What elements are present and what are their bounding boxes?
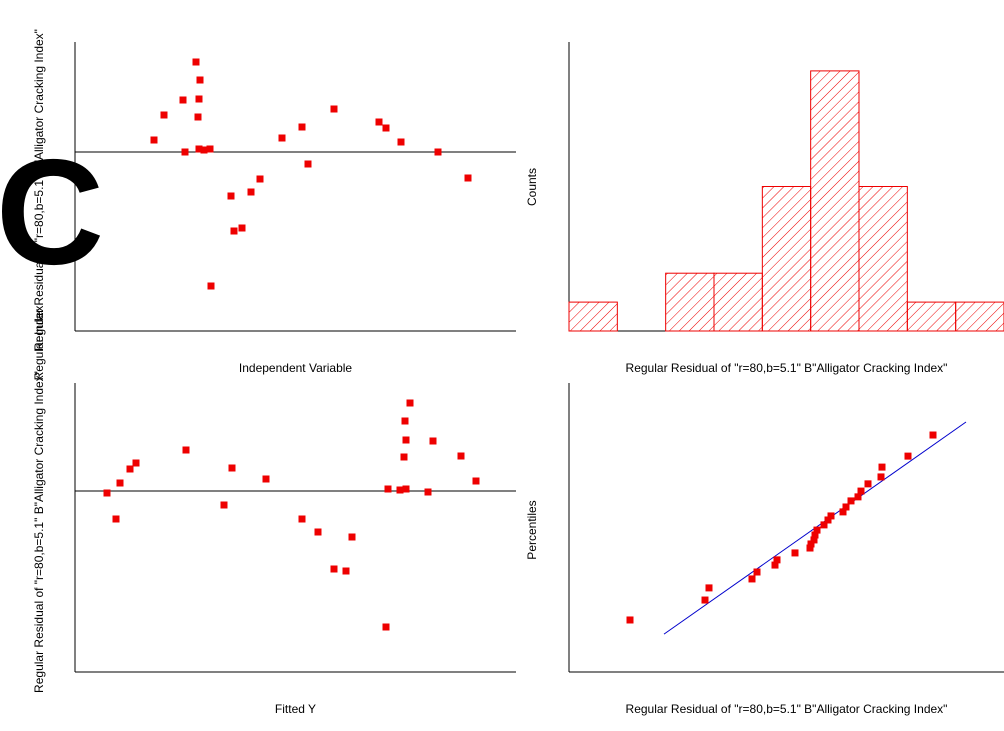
point [877, 473, 885, 481]
point [160, 111, 168, 119]
point [304, 160, 312, 168]
y-axis-label-overlap: Regular Index [32, 306, 46, 381]
point [929, 431, 937, 439]
point [773, 556, 781, 564]
histogram-bar [665, 272, 715, 332]
point [847, 497, 855, 505]
histogram-bar [955, 301, 1004, 332]
point [330, 105, 338, 113]
point [472, 477, 480, 485]
y-axis-label: Percentiles [525, 500, 539, 559]
point [402, 436, 410, 444]
point [192, 58, 200, 66]
point [116, 479, 124, 487]
x-axis-label: Regular Residual of "r=80,b=5.1" B"Allig… [626, 361, 948, 375]
point [753, 568, 761, 576]
y-axis-label: Counts [525, 168, 539, 206]
point [206, 145, 214, 153]
point [132, 459, 140, 467]
point [626, 616, 634, 624]
point [748, 575, 756, 583]
point [878, 463, 886, 471]
point [811, 531, 819, 539]
point [813, 526, 821, 534]
point [194, 113, 202, 121]
point [429, 437, 437, 445]
histogram-bar [906, 301, 957, 332]
point [820, 521, 828, 529]
overlay-glyph: C [0, 128, 104, 296]
point [181, 148, 189, 156]
point [256, 175, 264, 183]
histogram-bar [810, 70, 860, 332]
point [854, 493, 862, 501]
point [228, 464, 236, 472]
point [220, 501, 228, 509]
point [207, 282, 215, 290]
point [807, 540, 815, 548]
x-axis-label: Fitted Y [275, 702, 316, 716]
point [112, 515, 120, 523]
point [342, 567, 350, 575]
point [457, 452, 465, 460]
point [298, 123, 306, 131]
point [904, 452, 912, 460]
point [150, 136, 158, 144]
point [262, 475, 270, 483]
point [384, 485, 392, 493]
point [827, 512, 835, 520]
y-axis-label: Regular Residual of "r=80,b=5.1" B"Allig… [32, 29, 46, 351]
point [839, 508, 847, 516]
point [402, 485, 410, 493]
point [434, 148, 442, 156]
point [396, 486, 404, 494]
point [195, 145, 203, 153]
point [200, 146, 208, 154]
point [864, 480, 872, 488]
point [278, 134, 286, 142]
point [348, 533, 356, 541]
point [842, 503, 850, 511]
histogram-bar [761, 186, 812, 332]
y-axis-label: Regular Residual of "r=80,b=5.1" B"Allig… [32, 371, 46, 693]
point [238, 224, 246, 232]
point [230, 227, 238, 235]
point [701, 596, 709, 604]
point [195, 95, 203, 103]
point [464, 174, 472, 182]
point [330, 565, 338, 573]
point [179, 96, 187, 104]
histogram-bar [568, 301, 618, 332]
point [406, 399, 414, 407]
point [298, 515, 306, 523]
point [810, 536, 818, 544]
point [227, 192, 235, 200]
point [382, 124, 390, 132]
histogram-bar [858, 186, 908, 332]
point [424, 488, 432, 496]
point [771, 561, 779, 569]
point [400, 453, 408, 461]
point [397, 138, 405, 146]
point [824, 516, 832, 524]
point [182, 446, 190, 454]
point [401, 417, 409, 425]
histogram-bar [713, 272, 763, 332]
point [126, 465, 134, 473]
point [791, 549, 799, 557]
point [705, 584, 713, 592]
point [382, 623, 390, 631]
point [196, 76, 204, 84]
point [314, 528, 322, 536]
point [103, 489, 111, 497]
point [375, 118, 383, 126]
point [806, 544, 814, 552]
x-axis-label: Regular Residual of "r=80,b=5.1" B"Allig… [626, 702, 948, 716]
point [247, 188, 255, 196]
x-axis-label: Independent Variable [239, 361, 353, 375]
point [857, 487, 865, 495]
